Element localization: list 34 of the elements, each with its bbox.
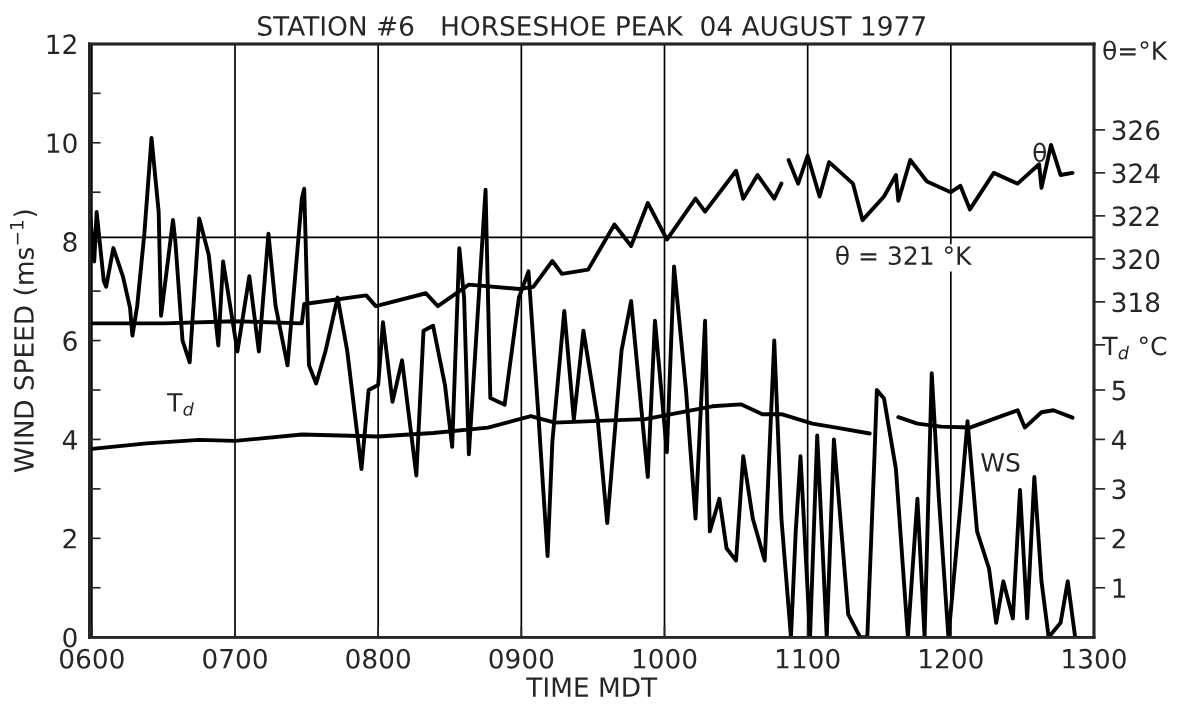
y-tick-label: 2 [63, 528, 76, 549]
y3-tick-label: 5 [1112, 380, 1126, 401]
x-tick-label: 0600 [60, 648, 124, 669]
y2-tick-label: 326 [1112, 120, 1160, 141]
x-tick-label: 1300 [1063, 648, 1126, 669]
y-tick-label: 10 [47, 133, 77, 154]
y2-axis-title: θ=°K [1103, 40, 1168, 60]
y2-tick-label: 322 [1112, 206, 1159, 227]
y2-tick-label: 324 [1112, 163, 1160, 184]
x-tick-label: 0900 [489, 648, 554, 669]
y3-tick-label: 3 [1112, 479, 1126, 500]
y-tick-label: 6 [63, 330, 77, 351]
y-axis-title: WIND SPEED (ms$^{−1}$) [9, 210, 38, 473]
y-tick-label: 0 [63, 627, 77, 648]
y3-tick-label: 2 [1112, 528, 1125, 549]
y3-tick-label: 4 [1111, 430, 1126, 450]
y-tick-label: 12 [47, 34, 76, 54]
ref-line-label: θ = 321 °K [836, 245, 972, 266]
x-tick-label: 1000 [633, 648, 697, 669]
x-tick-label: 0800 [346, 648, 411, 669]
x-tick-label: 1100 [776, 648, 840, 669]
x-axis-title: TIME MDT [526, 677, 658, 697]
x-tick-label: 1200 [920, 648, 983, 669]
y-tick-label: 4 [62, 430, 77, 450]
y2-tick-label: 320 [1112, 249, 1160, 270]
annotation: WS [981, 452, 1020, 472]
annotation: T$_{d}$ [167, 393, 194, 416]
y-tick-label: 8 [63, 232, 77, 253]
y2-tick-label: 318 [1112, 292, 1160, 313]
y3-tick-label: 1 [1113, 578, 1125, 598]
y3-axis-title: T$_{d}$ °C [1102, 336, 1167, 360]
chart-title: STATION #6 HORSESHOE PEAK 04 AUGUST 1977 [258, 15, 925, 36]
annotation: θ [1033, 142, 1047, 163]
x-tick-label: 0700 [203, 648, 267, 669]
